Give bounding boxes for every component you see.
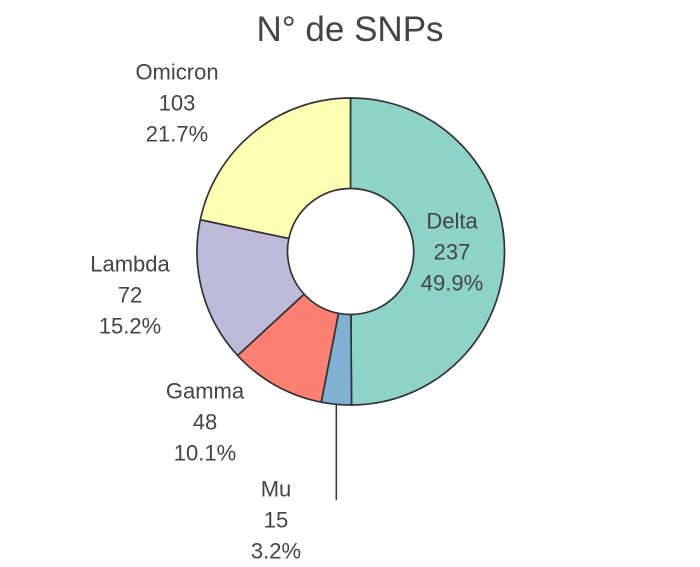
chart-title: N° de SNPs [256, 10, 444, 49]
label-mu-value: 15 [263, 507, 289, 533]
chart-canvas: { "page": { "background": "#ffffff" }, "… [90, 10, 506, 564]
label-mu-pct: 3.2% [250, 538, 302, 564]
pie-slice-omicron[interactable] [199, 97, 352, 240]
pie-slice-lambda[interactable] [196, 218, 305, 357]
donut-chart [196, 97, 506, 500]
pie-slice-delta[interactable] [349, 97, 506, 406]
